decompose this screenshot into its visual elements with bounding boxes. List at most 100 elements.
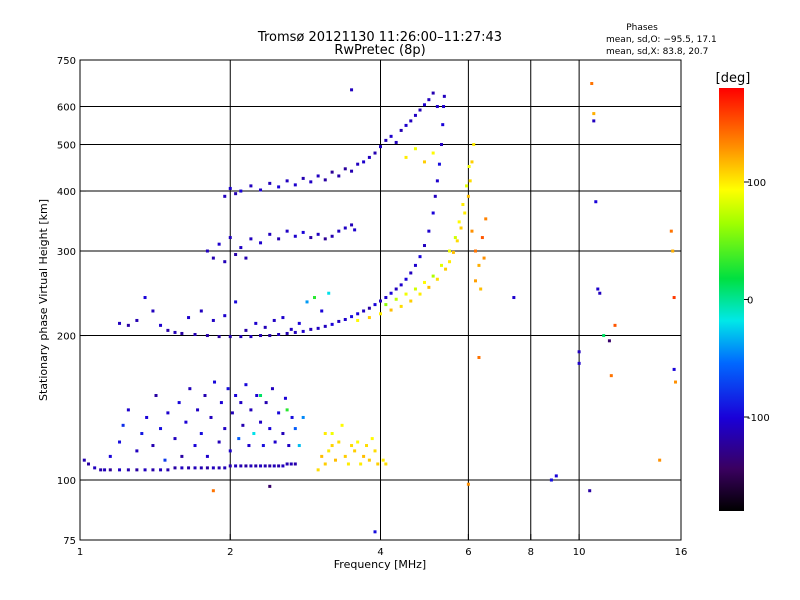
data-point xyxy=(126,323,130,327)
data-point xyxy=(309,180,313,184)
data-point xyxy=(234,253,238,257)
data-point xyxy=(437,162,441,166)
data-point xyxy=(373,449,377,453)
data-point xyxy=(187,466,191,470)
data-point xyxy=(431,91,435,95)
y-tick-label: 600 xyxy=(57,103,76,114)
data-point xyxy=(239,401,243,405)
data-point xyxy=(381,458,385,462)
x-tick-label: 1 xyxy=(77,547,83,558)
data-point xyxy=(399,304,403,308)
data-point xyxy=(343,167,347,171)
data-point xyxy=(285,331,289,335)
data-point xyxy=(409,299,413,303)
data-point xyxy=(219,401,223,405)
data-point xyxy=(442,94,446,98)
data-point xyxy=(135,468,139,472)
grid-lines xyxy=(80,60,681,540)
data-point xyxy=(135,318,139,322)
data-point xyxy=(588,489,592,493)
data-point xyxy=(254,321,258,325)
data-point xyxy=(199,432,203,436)
data-point xyxy=(293,330,297,334)
data-point xyxy=(427,285,431,289)
data-point xyxy=(309,236,313,240)
data-point xyxy=(384,296,388,300)
data-point xyxy=(188,387,192,391)
data-point xyxy=(367,155,371,159)
data-point xyxy=(367,458,371,462)
data-point xyxy=(237,437,241,441)
data-point xyxy=(285,179,289,183)
data-point xyxy=(249,184,253,188)
data-point xyxy=(209,415,213,419)
colorbar-label: [deg] xyxy=(716,71,751,86)
data-point xyxy=(367,316,371,320)
data-point xyxy=(435,277,439,281)
data-point xyxy=(356,312,360,316)
data-point xyxy=(672,367,676,371)
data-point xyxy=(337,229,341,233)
data-point xyxy=(293,462,297,466)
data-point xyxy=(613,323,617,327)
data-point xyxy=(173,466,177,470)
data-point xyxy=(249,464,253,468)
y-axis-label: Stationary phase Virtual Height [km] xyxy=(37,199,50,401)
data-point xyxy=(270,387,274,391)
data-point xyxy=(409,271,413,275)
data-point xyxy=(602,334,606,338)
data-point xyxy=(480,236,484,240)
data-point xyxy=(379,312,382,316)
data-point xyxy=(440,263,444,267)
data-point xyxy=(289,327,293,331)
data-point xyxy=(151,468,155,472)
data-point xyxy=(470,229,474,233)
data-point xyxy=(413,263,417,267)
data-point xyxy=(330,170,334,174)
data-point xyxy=(333,458,337,462)
data-point xyxy=(228,464,232,468)
data-point xyxy=(337,174,341,178)
data-point xyxy=(323,462,327,466)
data-point xyxy=(441,123,445,127)
data-point xyxy=(394,140,398,144)
y-tick-label: 100 xyxy=(57,476,76,487)
data-point xyxy=(346,462,350,466)
data-point xyxy=(554,474,558,478)
data-point xyxy=(301,176,305,180)
data-point xyxy=(268,427,272,431)
data-point xyxy=(187,316,191,320)
data-point xyxy=(184,420,188,424)
x-tick-label: 16 xyxy=(675,547,688,558)
data-point xyxy=(451,250,455,254)
x-tick-label: 8 xyxy=(528,547,534,558)
data-point xyxy=(277,237,281,241)
data-point xyxy=(418,255,422,259)
colorbar-ticks: 100 0 -100 xyxy=(744,178,770,424)
data-point xyxy=(350,315,354,319)
data-point xyxy=(213,380,217,384)
data-point xyxy=(118,321,122,325)
data-point xyxy=(211,466,215,470)
data-point xyxy=(193,466,197,470)
data-point xyxy=(223,194,227,198)
data-point xyxy=(259,420,263,424)
data-point xyxy=(427,229,431,233)
data-point xyxy=(249,408,253,412)
data-point xyxy=(418,292,422,296)
data-point xyxy=(211,256,215,260)
data-point xyxy=(293,183,297,187)
data-point xyxy=(301,329,305,333)
data-point xyxy=(264,401,268,405)
y-tick-label: 750 xyxy=(57,56,76,67)
data-point xyxy=(466,194,470,198)
data-point xyxy=(118,468,122,472)
x-axis-label: Frequency [MHz] xyxy=(334,558,426,571)
data-point xyxy=(379,299,382,303)
data-point xyxy=(323,432,327,436)
data-point xyxy=(145,415,149,419)
data-point xyxy=(461,202,465,206)
data-point xyxy=(301,230,305,234)
data-point xyxy=(82,458,86,462)
data-point xyxy=(143,468,147,472)
